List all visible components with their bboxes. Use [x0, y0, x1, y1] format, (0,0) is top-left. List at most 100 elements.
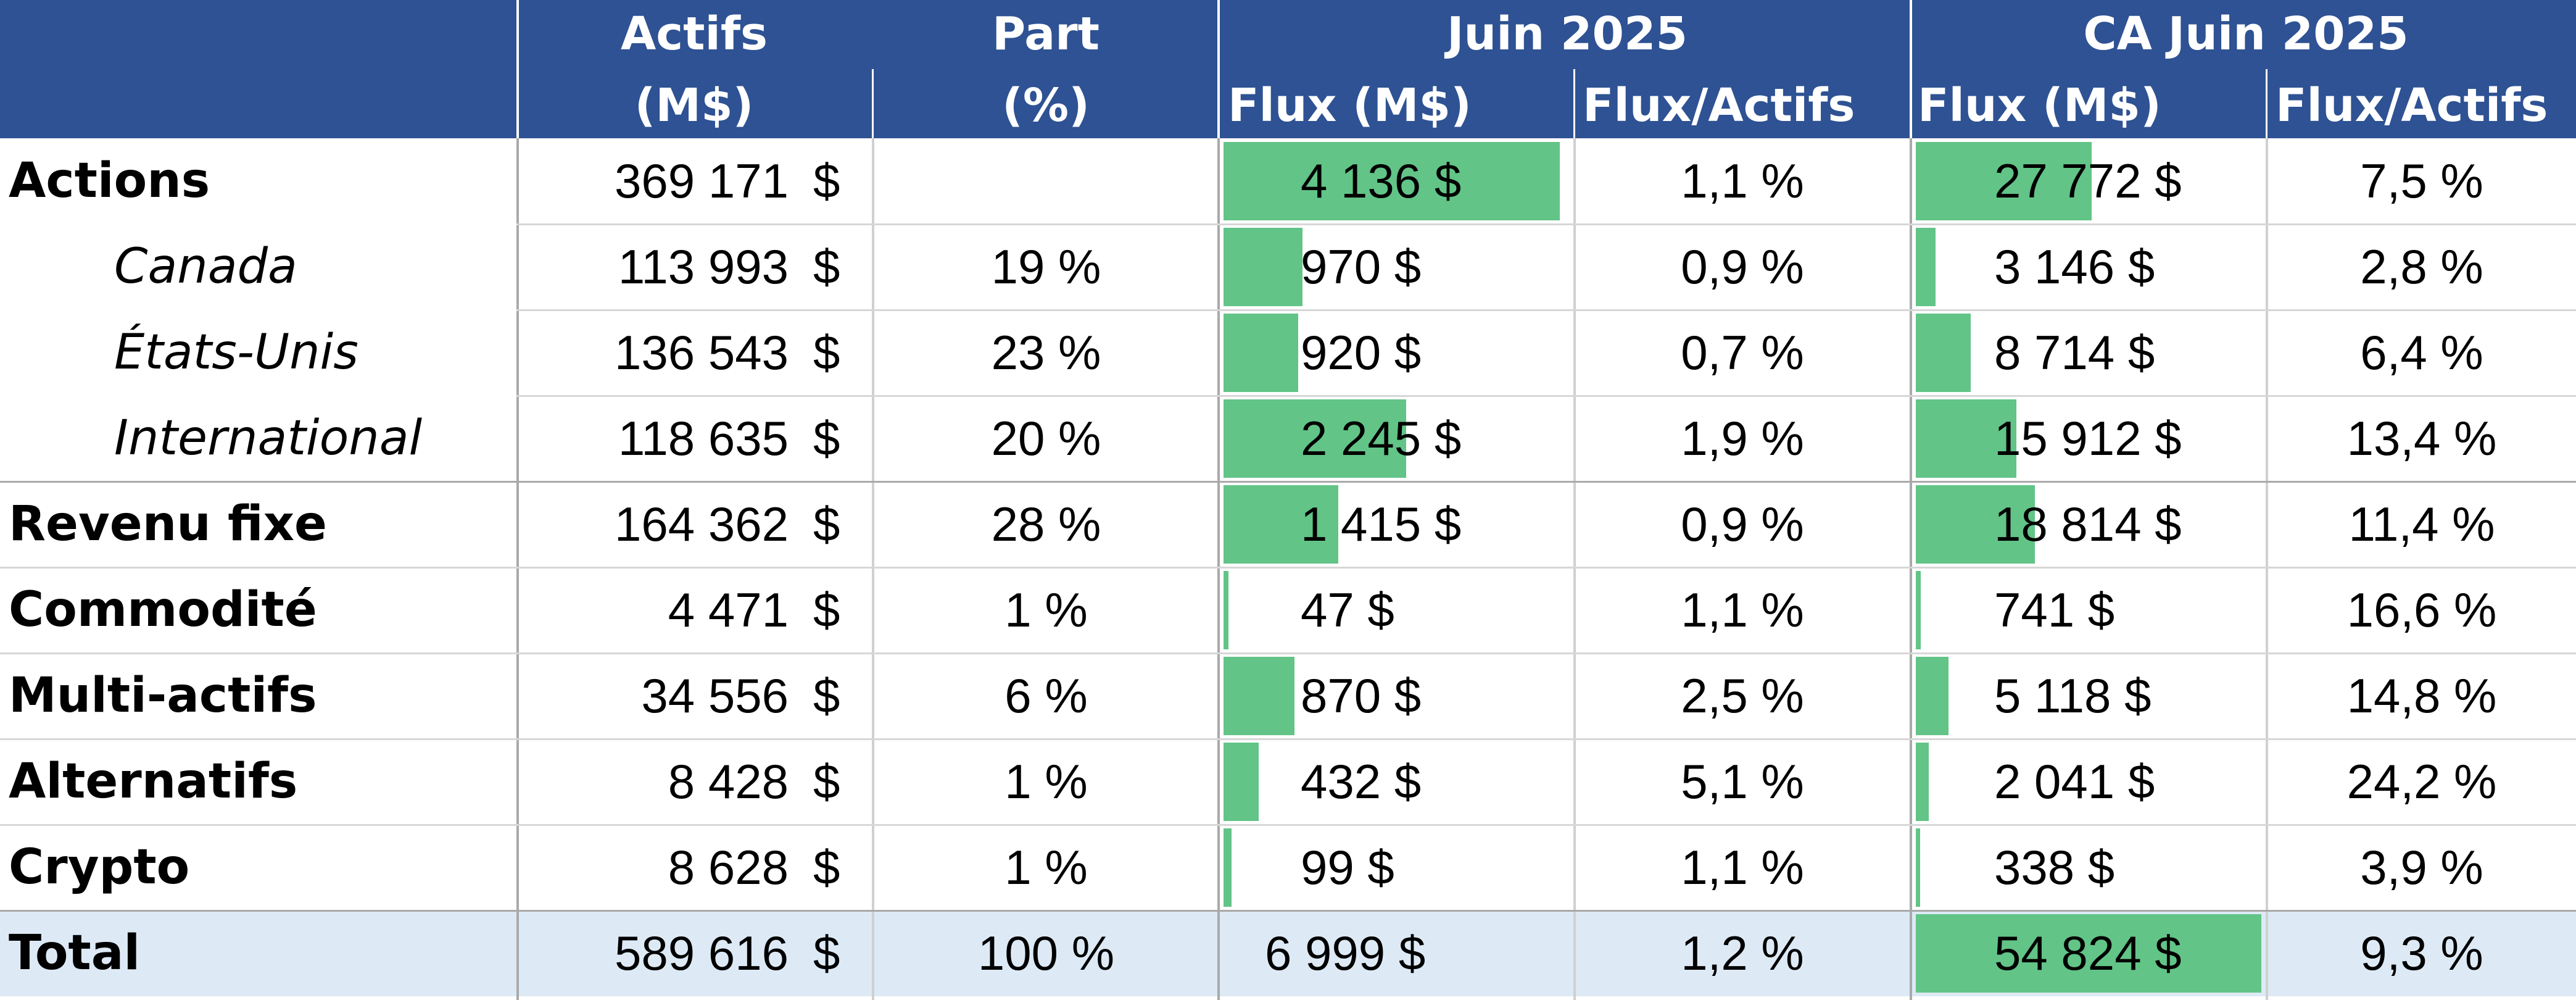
- ytd-flux-data-bar: [1916, 142, 2092, 220]
- row-label: Actions: [9, 153, 210, 209]
- ytd-ratio-value: 9,3 %: [2360, 926, 2483, 980]
- currency-symbol: $: [813, 497, 840, 551]
- ytd-ratio-value: 7,5 %: [2360, 154, 2483, 208]
- currency-symbol: $: [813, 926, 840, 980]
- ytd-flux-value: 18 814 $: [1994, 497, 2182, 551]
- row-label: Crypto: [9, 840, 190, 895]
- flux-data-bar: [1224, 571, 1228, 649]
- ytd-ratio-value: 11,4 %: [2348, 497, 2495, 551]
- row-divider: [0, 738, 2576, 740]
- month-flux-value: 6 999 $: [1265, 926, 1426, 980]
- table-row: Actions 369 171 $4 136 $ 1,1 % 27 772 $ 7,5 %: [0, 138, 2576, 224]
- ytd-flux-value: 54 824 $: [1994, 926, 2182, 980]
- month-ratio-value: 1,1 %: [1681, 840, 1804, 894]
- share-value: 28 %: [991, 497, 1101, 551]
- ytd-flux-value: 3 146 $: [1994, 240, 2155, 294]
- header-group-month: Juin 2025: [1447, 7, 1688, 60]
- column-divider: [1573, 138, 1576, 1000]
- month-flux-value: 920 $: [1301, 325, 1422, 380]
- month-ratio-value: 1,1 %: [1681, 583, 1804, 637]
- row-label: Multi-actifs: [9, 668, 317, 723]
- month-ratio-value: 1,2 %: [1681, 926, 1804, 980]
- ytd-ratio-value: 3,9 %: [2360, 840, 2483, 894]
- month-ratio-value: 5,1 %: [1681, 754, 1804, 809]
- row-label: Total: [9, 925, 141, 981]
- ytd-flux-value: 8 714 $: [1994, 325, 2155, 380]
- currency-symbol: $: [813, 754, 840, 809]
- share-value: [875, 138, 1217, 224]
- currency-symbol: $: [813, 583, 840, 637]
- row-divider: [0, 567, 2576, 569]
- currency-symbol: $: [813, 154, 840, 208]
- ytd-flux-data-bar: [1916, 914, 2261, 993]
- assets-value: 34 556: [641, 669, 789, 723]
- ytd-flux-value: 5 118 $: [1994, 669, 2151, 723]
- share-value: 6 %: [1004, 669, 1088, 723]
- header-divider: [1910, 0, 1912, 138]
- table-row: Multi-actifs 34 556 $6 % 870 $ 2,5 % 5 118 $ 1…: [0, 653, 2576, 739]
- table-row: International 118 635 $20 % 2 245 $ 1,9 % 15 …: [0, 396, 2576, 481]
- ytd-ratio-value: 24,2 %: [2346, 754, 2497, 809]
- column-divider: [1217, 138, 1220, 1000]
- ytd-flux-data-bar: [1916, 314, 1971, 392]
- row-divider: [516, 395, 2576, 397]
- month-ratio-value: 1,1 %: [1681, 154, 1804, 208]
- header-divider: [1217, 0, 1220, 138]
- assets-value: 4 471: [668, 583, 789, 637]
- share-value: 1 %: [1004, 754, 1088, 809]
- row-label: Commodité: [9, 582, 317, 638]
- row-label: États-Unis: [114, 325, 358, 380]
- month-flux-value: 870 $: [1301, 669, 1422, 723]
- flux-data-bar: [1224, 828, 1232, 907]
- total-row: Total 589 616 $100 % 6 999 $ 1,2 % 54 824 $ 9,…: [0, 910, 2576, 996]
- table-row: Alternatifs 8 428 $1 % 432 $ 5,1 % 2 041 $ 24,…: [0, 739, 2576, 825]
- assets-value: 113 993: [618, 240, 789, 294]
- row-label: Alternatifs: [9, 754, 298, 809]
- assets-value: 369 171: [615, 154, 789, 208]
- header-part-line1: Part: [992, 7, 1100, 60]
- assets-value: 8 628: [668, 840, 789, 894]
- header-month-flux: Flux (M$): [1228, 79, 1472, 132]
- row-divider: [516, 223, 2576, 225]
- assets-value: 589 616: [615, 926, 789, 980]
- header-actifs-line1: Actifs: [620, 7, 768, 60]
- flux-data-bar: [1224, 314, 1299, 392]
- row-divider: [0, 481, 2576, 483]
- flux-data-bar: [1224, 142, 1560, 220]
- ytd-ratio-value: 16,6 %: [2346, 583, 2497, 637]
- table-header: Actifs (M$) Part (%) Juin 2025 CA Juin 2…: [0, 0, 2576, 138]
- ytd-flux-value: 15 912 $: [1994, 411, 2182, 465]
- ytd-ratio-value: 2,8 %: [2360, 240, 2483, 294]
- row-label: Revenu fixe: [9, 496, 327, 552]
- ytd-ratio-value: 6,4 %: [2360, 325, 2483, 380]
- header-divider: [872, 69, 874, 138]
- column-divider: [2266, 138, 2268, 1000]
- ytd-flux-data-bar: [1916, 399, 2017, 478]
- month-ratio-value: 2,5 %: [1681, 669, 1804, 723]
- ytd-flux-value: 338 $: [1994, 840, 2115, 894]
- currency-symbol: $: [813, 411, 840, 465]
- month-ratio-value: 0,9 %: [1681, 240, 1804, 294]
- flux-data-bar: [1224, 228, 1302, 306]
- share-value: 1 %: [1004, 583, 1088, 637]
- currency-symbol: $: [813, 669, 840, 723]
- header-actifs-line2: (M$): [634, 79, 754, 132]
- table-row: Revenu fixe 164 362 $28 % 1 415 $ 0,9 % 18 81…: [0, 481, 2576, 567]
- month-flux-value: 2 245 $: [1301, 411, 1462, 465]
- table-row: Crypto 8 628 $1 % 99 $ 1,1 % 338 $ 3,9 %: [0, 825, 2576, 910]
- share-value: 100 %: [977, 926, 1115, 980]
- header-divider: [516, 0, 519, 138]
- currency-symbol: $: [813, 240, 840, 294]
- row-divider: [0, 824, 2576, 826]
- flux-data-bar: [1224, 743, 1259, 821]
- ytd-flux-value: 27 772 $: [1994, 154, 2182, 208]
- ytd-flux-data-bar: [1916, 743, 1929, 821]
- header-divider: [1573, 69, 1575, 138]
- month-flux-value: 99 $: [1301, 840, 1394, 894]
- ytd-flux-data-bar: [1916, 657, 1949, 735]
- month-flux-value: 47 $: [1301, 583, 1394, 637]
- header-part-line2: (%): [1002, 79, 1090, 132]
- table-row: Canada 113 993 $19 % 970 $ 0,9 % 3 146 $ 2,8 %: [0, 224, 2576, 310]
- row-divider: [516, 309, 2576, 311]
- ytd-flux-data-bar: [1916, 571, 1921, 649]
